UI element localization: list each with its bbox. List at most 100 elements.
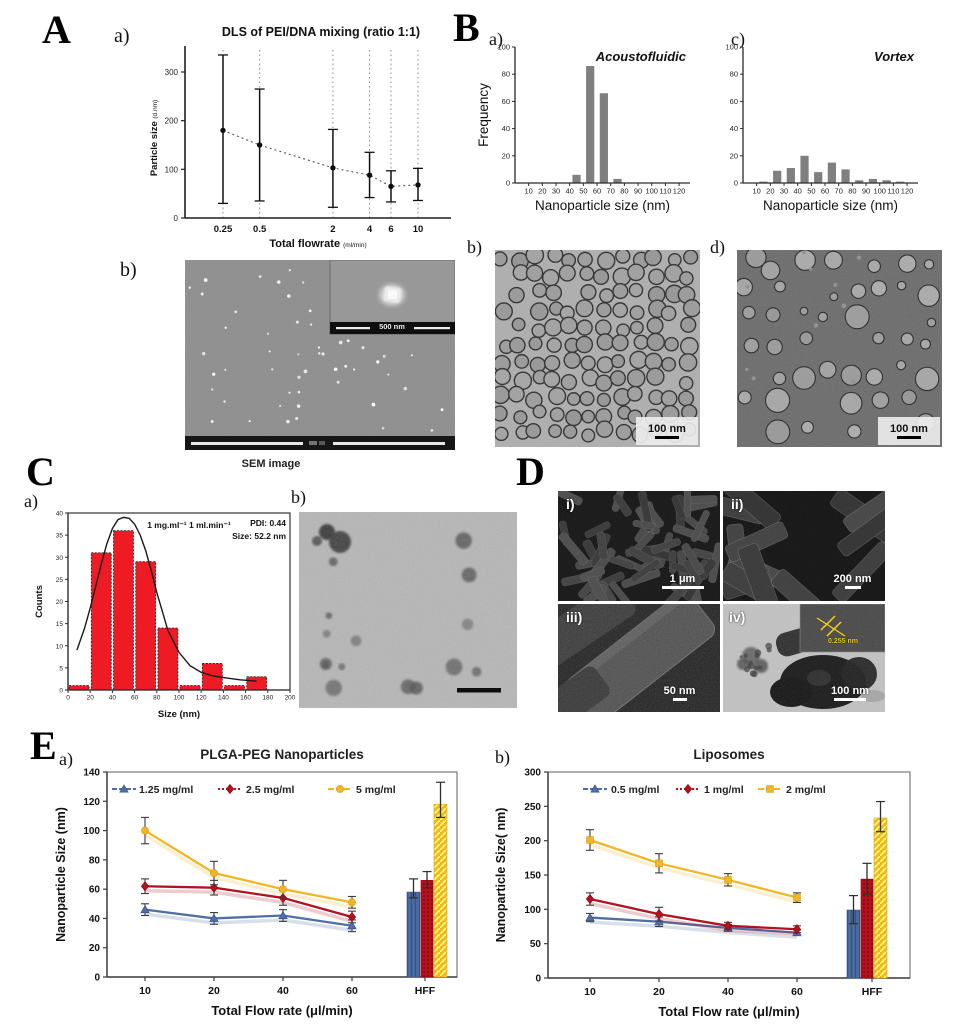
svg-text:2 mg/ml: 2 mg/ml: [786, 784, 826, 796]
svg-text:80: 80: [730, 70, 738, 79]
tem-d-scalebar-label: 100 nm: [890, 423, 928, 435]
svg-text:150: 150: [524, 871, 541, 882]
svg-text:Total Flow rate (μl/min): Total Flow rate (μl/min): [658, 1004, 799, 1019]
tem-d-scalebar-line: [897, 436, 921, 439]
svg-text:10: 10: [413, 224, 424, 235]
d-iii-scalebar: 50 nm: [652, 685, 707, 701]
svg-text:5 mg/ml: 5 mg/ml: [356, 784, 396, 796]
svg-text:1 mg.ml⁻¹ 1 ml.min⁻¹: 1 mg.ml⁻¹ 1 ml.min⁻¹: [147, 520, 231, 530]
svg-text:0: 0: [94, 973, 100, 984]
tem-micrograph-panel-c: [299, 512, 517, 708]
grain-texture: [558, 604, 720, 712]
svg-text:Acoustofluidic: Acoustofluidic: [595, 49, 687, 64]
svg-text:6: 6: [388, 224, 393, 235]
svg-text:100: 100: [497, 43, 510, 52]
panel-e-sublabel-a: a): [59, 749, 73, 769]
svg-text:Total Flow rate (μl/min): Total Flow rate (μl/min): [211, 1003, 352, 1018]
svg-text:Vortex: Vortex: [874, 49, 915, 64]
panel-e-sublabel-b: b): [495, 747, 510, 767]
d-iv-scalebar-line: [834, 698, 866, 701]
tem-b-scalebar: 100 nm: [636, 417, 698, 445]
svg-text:1 mg/ml: 1 mg/ml: [704, 784, 744, 796]
svg-text:Frequency: Frequency: [478, 83, 491, 147]
svg-text:Counts: Counts: [34, 585, 45, 618]
svg-text:40: 40: [730, 124, 738, 133]
svg-text:Nanoparticle size (nm): Nanoparticle size (nm): [763, 198, 898, 213]
svg-text:100: 100: [873, 187, 886, 196]
svg-text:15: 15: [56, 621, 64, 628]
svg-text:80: 80: [502, 70, 510, 79]
svg-text:110: 110: [887, 187, 899, 196]
svg-text:20: 20: [502, 151, 510, 160]
sem-caption: SEM image: [241, 458, 301, 470]
svg-text:100: 100: [174, 695, 185, 702]
tem-micrograph-acoustofluidic: [495, 250, 700, 447]
svg-text:180: 180: [262, 695, 273, 702]
svg-text:Liposomes: Liposomes: [693, 747, 764, 762]
svg-text:Nanoparticle size (nm): Nanoparticle size (nm): [535, 198, 670, 213]
d-sublabel-iii: iii): [566, 609, 583, 625]
grain-texture: [723, 604, 885, 712]
svg-text:60: 60: [791, 986, 803, 998]
svg-text:PDI: 0.44: PDI: 0.44: [250, 518, 286, 528]
panel-letter-A: A: [42, 7, 71, 52]
grain-texture: [558, 491, 720, 601]
svg-text:40: 40: [56, 511, 64, 518]
tem-micrograph-vortex: [737, 250, 942, 447]
svg-text:40: 40: [277, 985, 289, 997]
svg-text:120: 120: [673, 187, 686, 196]
d-sublabel-ii: ii): [731, 496, 744, 512]
panel-b-sublabel-a: a): [489, 29, 503, 49]
svg-text:20: 20: [653, 986, 665, 998]
svg-text:20: 20: [56, 599, 64, 606]
svg-text:0.5 mg/ml: 0.5 mg/ml: [611, 784, 660, 796]
svg-text:Size: 52.2 nm: Size: 52.2 nm: [232, 531, 286, 541]
panel-a-sublabel-a: a): [114, 25, 130, 47]
svg-text:0: 0: [506, 179, 510, 188]
svg-text:25: 25: [56, 577, 64, 584]
grain-texture: [737, 250, 942, 447]
svg-text:40: 40: [89, 914, 101, 925]
svg-text:40: 40: [722, 986, 734, 998]
grain-texture: [299, 512, 517, 708]
svg-text:0.5: 0.5: [253, 224, 267, 235]
svg-text:60: 60: [346, 985, 358, 997]
svg-text:30: 30: [780, 187, 788, 196]
sem-micrograph: [185, 260, 455, 450]
svg-text:100: 100: [725, 43, 738, 52]
svg-text:250: 250: [524, 802, 541, 813]
d-ii-scalebar-line: [844, 586, 861, 589]
plga-peg-chart: 0 20 40 60 80 100 120 140 10 20 40 60 HFF PLGA-PEG Na…: [54, 747, 458, 1018]
svg-text:20: 20: [89, 943, 101, 954]
svg-text:20: 20: [730, 151, 738, 160]
grain-texture: [723, 491, 885, 601]
d-sublabel-i: i): [566, 496, 575, 512]
dls-chart: DLS of PEI/DNA mixing (ratio 1:1) 0 100 200…: [149, 25, 451, 250]
svg-text:20: 20: [87, 695, 95, 702]
panel-letter-C: C: [26, 449, 55, 494]
svg-text:40: 40: [794, 187, 802, 196]
svg-text:70: 70: [835, 187, 843, 196]
svg-text:160: 160: [240, 695, 251, 702]
svg-text:200: 200: [285, 695, 296, 702]
svg-text:20: 20: [208, 985, 220, 997]
svg-text:0: 0: [59, 688, 63, 695]
svg-text:40: 40: [502, 124, 510, 133]
svg-text:40: 40: [109, 695, 117, 702]
d-iii-scalebar-line: [672, 698, 687, 701]
svg-text:60: 60: [593, 187, 601, 196]
tem-d-scalebar: 100 nm: [878, 417, 940, 445]
svg-text:HFF: HFF: [415, 985, 436, 997]
panel-letter-D: D: [516, 449, 545, 494]
liposomes-chart: 0 50 100 150 200 250 300 10 20 40 60 HFF Liposomes Na…: [494, 747, 911, 1019]
tem-b-scalebar-line: [655, 436, 679, 439]
panel-b-sublabel-b: b): [467, 237, 482, 257]
d-i-scalebar-label: 1 μm: [669, 573, 696, 585]
c-ca-plot: 0 5 10 15 20 25 30 35 40 0 20 40 60 80 100 120 140 160 180…: [34, 511, 296, 721]
svg-text:300: 300: [165, 68, 179, 77]
sem-rod-closeup-iii: [558, 604, 720, 712]
panel-letter-E: E: [30, 723, 57, 768]
svg-text:0: 0: [734, 179, 738, 188]
